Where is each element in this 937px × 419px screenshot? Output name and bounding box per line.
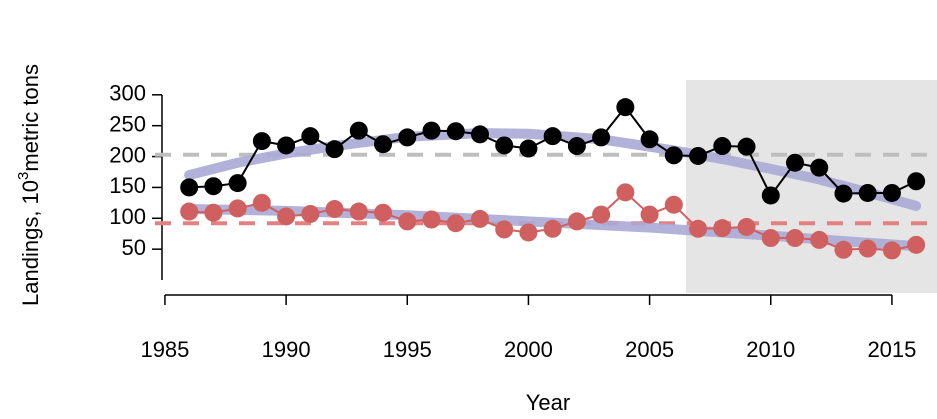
y-label-part: Landings, 10 — [18, 180, 43, 306]
point — [907, 172, 926, 191]
point — [567, 137, 586, 156]
point — [810, 158, 829, 177]
point — [882, 241, 901, 260]
point — [422, 210, 441, 229]
y-tick-label: 300 — [109, 81, 146, 106]
x-tick-label: 1990 — [262, 337, 311, 362]
point — [277, 207, 296, 226]
point — [761, 186, 780, 205]
point — [349, 202, 368, 221]
point — [543, 219, 562, 238]
point — [592, 205, 611, 224]
x-tick-label: 1995 — [383, 337, 432, 362]
y-tick-label: 250 — [109, 111, 146, 136]
point — [737, 217, 756, 236]
point — [519, 139, 538, 158]
point — [374, 135, 393, 154]
point — [228, 199, 247, 218]
point — [592, 128, 611, 147]
point — [325, 140, 344, 159]
point — [301, 127, 320, 146]
point — [301, 204, 320, 223]
point — [567, 212, 586, 231]
point — [616, 183, 635, 202]
y-tick-label: 50 — [122, 235, 146, 260]
point — [180, 178, 199, 197]
point — [664, 195, 683, 214]
y-tick-label: 200 — [109, 142, 146, 167]
point — [689, 146, 708, 165]
point — [180, 202, 199, 221]
point — [204, 203, 223, 222]
point — [664, 146, 683, 165]
point — [277, 136, 296, 155]
point — [858, 183, 877, 202]
point — [640, 130, 659, 149]
point — [785, 153, 804, 172]
trend-line — [184, 128, 922, 211]
point — [422, 121, 441, 140]
point — [689, 219, 708, 238]
point — [495, 220, 514, 239]
point — [252, 193, 271, 212]
y-tick-label: 100 — [109, 204, 146, 229]
point — [470, 125, 489, 144]
point — [398, 212, 417, 231]
point — [495, 136, 514, 155]
point — [785, 229, 804, 248]
point — [470, 209, 489, 228]
point — [252, 132, 271, 151]
y-axis-label: Landings, 103metric tons — [15, 64, 43, 306]
point — [640, 205, 659, 224]
point — [519, 223, 538, 242]
x-tick-label: 1985 — [140, 337, 189, 362]
point — [349, 121, 368, 140]
point — [713, 219, 732, 238]
point — [737, 137, 756, 156]
point — [858, 239, 877, 258]
point — [374, 203, 393, 222]
x-tick-label: 2015 — [867, 337, 916, 362]
point — [204, 177, 223, 196]
point — [834, 240, 853, 259]
y-label-sup: 3 — [15, 172, 32, 180]
x-tick-label: 2010 — [746, 337, 795, 362]
point — [907, 235, 926, 254]
point — [882, 183, 901, 202]
point — [834, 184, 853, 203]
x-tick-label: 2005 — [625, 337, 674, 362]
point — [761, 229, 780, 248]
point — [446, 214, 465, 233]
x-axis-label: Year — [526, 390, 570, 415]
shaded-region — [685, 80, 937, 293]
y-tick-label: 150 — [109, 173, 146, 198]
point — [446, 122, 465, 141]
y-label-part: metric tons — [18, 64, 43, 172]
point — [398, 128, 417, 147]
point — [325, 200, 344, 219]
point — [713, 137, 732, 156]
point — [810, 230, 829, 249]
x-tick-label: 2000 — [504, 337, 553, 362]
point — [228, 174, 247, 193]
point — [616, 98, 635, 117]
point — [543, 127, 562, 146]
